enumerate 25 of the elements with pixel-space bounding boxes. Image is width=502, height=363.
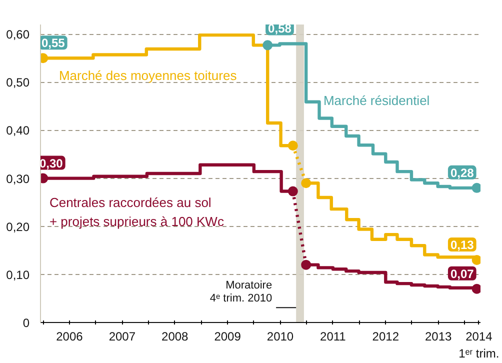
- data-label: 0,28: [450, 166, 474, 180]
- series-label: Centrales raccordées au sol + projets suprieurs à 100 KWc: [49, 195, 224, 229]
- data-label: 0,07: [450, 266, 474, 281]
- y-tick-label: 0,50: [6, 76, 30, 90]
- y-tick-label: 0,10: [6, 268, 30, 282]
- series-label: Marché des moyennes toitures: [58, 68, 238, 83]
- data-label: 0,13: [450, 238, 474, 252]
- x-tick-label: 2010: [266, 330, 294, 344]
- annotation: 0,55: [41, 36, 66, 50]
- x-tick-label: 2012: [372, 330, 400, 344]
- y-tick-label: 0,20: [6, 220, 30, 234]
- y-tick-label: 0: [22, 316, 30, 330]
- y-tick-label: 0,60: [6, 28, 30, 42]
- x-tick-label: 2007: [108, 330, 136, 344]
- x-tick-label: 2014 1ᵉʳ trim.: [458, 330, 500, 360]
- x-tick-label: 2009: [214, 330, 242, 344]
- series-label: Marché résidentiel: [323, 92, 430, 108]
- x-tick-label: 2006: [56, 330, 84, 344]
- y-tick-label: 0,40: [6, 124, 30, 138]
- band-label: Moratoire 4ᵉ trim. 2010: [210, 279, 272, 305]
- data-label: 0,58: [268, 22, 292, 36]
- x-tick-label: 2011: [320, 330, 346, 344]
- y-tick-label: 0,30: [6, 172, 30, 186]
- x-tick-label: 2008: [162, 330, 189, 344]
- x-tick-label: 2013: [424, 330, 452, 344]
